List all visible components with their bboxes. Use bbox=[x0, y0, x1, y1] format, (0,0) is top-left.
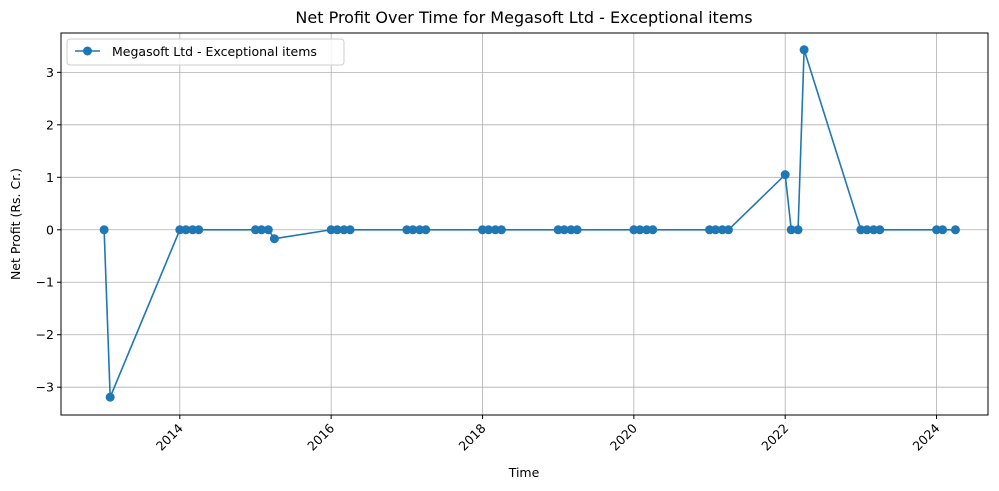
data-point bbox=[105, 392, 115, 402]
data-point bbox=[799, 45, 809, 55]
y-tick-label: −1 bbox=[36, 275, 54, 290]
data-point bbox=[408, 225, 418, 235]
y-axis-label: Net Profit (Rs. Cr.) bbox=[8, 168, 23, 280]
data-point bbox=[269, 234, 279, 244]
data-point bbox=[793, 225, 803, 235]
data-points bbox=[99, 45, 960, 402]
data-point bbox=[648, 225, 658, 235]
y-tick-label: 2 bbox=[46, 117, 54, 132]
data-point bbox=[263, 225, 273, 235]
x-axis-label: Time bbox=[508, 465, 540, 480]
data-point bbox=[421, 225, 431, 235]
grid bbox=[61, 33, 988, 415]
data-point bbox=[257, 225, 267, 235]
data-point bbox=[950, 225, 960, 235]
data-point bbox=[484, 225, 494, 235]
data-point bbox=[875, 225, 885, 235]
data-point bbox=[938, 225, 948, 235]
legend-box bbox=[66, 38, 345, 66]
data-point bbox=[635, 225, 645, 235]
legend: Megasoft Ltd - Exceptional items bbox=[66, 38, 345, 66]
plot-frame bbox=[60, 32, 989, 416]
data-point bbox=[194, 225, 204, 235]
data-point bbox=[181, 225, 191, 235]
data-point bbox=[496, 225, 506, 235]
y-tick-label: 0 bbox=[46, 222, 54, 237]
chart-title: Net Profit Over Time for Megasoft Ltd - … bbox=[295, 8, 752, 27]
data-point bbox=[345, 225, 355, 235]
legend-marker-swatch bbox=[83, 46, 92, 56]
y-tick-label: 3 bbox=[46, 65, 54, 80]
y-tick-label: −2 bbox=[36, 327, 54, 342]
data-point bbox=[862, 225, 872, 235]
y-tick-label: −3 bbox=[36, 380, 54, 395]
data-point bbox=[99, 225, 109, 235]
data-point bbox=[786, 225, 796, 235]
legend-label: Megasoft Ltd - Exceptional items bbox=[112, 44, 317, 59]
data-point bbox=[332, 225, 342, 235]
data-point bbox=[723, 225, 733, 235]
data-point bbox=[711, 225, 721, 235]
y-tick-label: 1 bbox=[46, 170, 54, 185]
data-point bbox=[572, 225, 582, 235]
data-point bbox=[559, 225, 569, 235]
data-point bbox=[780, 170, 790, 180]
